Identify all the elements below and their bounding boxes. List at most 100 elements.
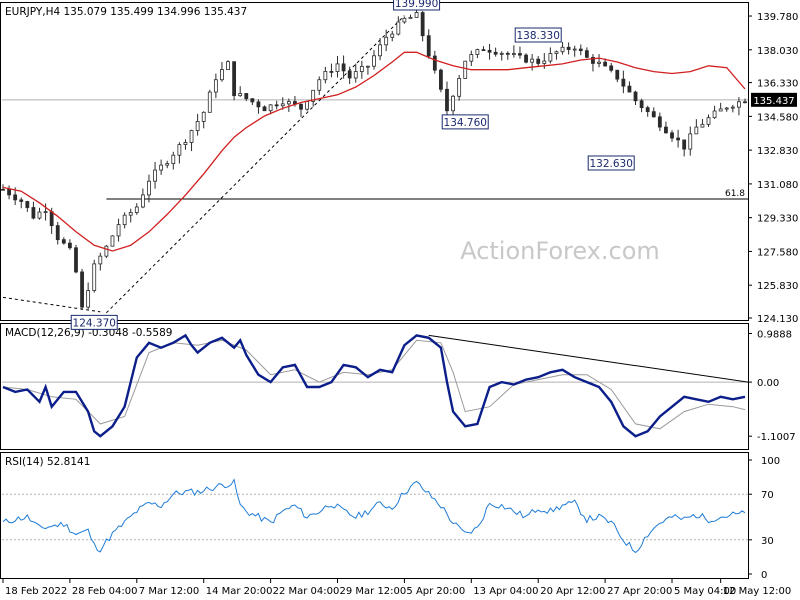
candle-body <box>25 201 30 208</box>
candle-body <box>359 65 364 72</box>
candle-body <box>213 79 218 93</box>
candle-body <box>49 211 54 227</box>
candle-body <box>165 163 170 166</box>
candle-body <box>420 12 425 37</box>
candle-body <box>366 65 370 68</box>
candle-body <box>238 93 243 97</box>
candle-body <box>13 194 18 201</box>
candle-body <box>317 79 322 91</box>
candle-body <box>651 111 656 118</box>
price-annotation-label: 139.990 <box>395 0 438 10</box>
price-ytick-label: 138.030 <box>757 46 798 57</box>
candle-body <box>670 132 674 139</box>
price-ytick-label: 132.830 <box>757 146 798 157</box>
candle-body <box>408 16 413 19</box>
rsi-plot-area: 100 70 30 0 <box>2 456 780 581</box>
time-tick-label: 28 Feb 04:00 <box>72 586 138 597</box>
candle-body <box>232 61 237 97</box>
candle-body <box>621 78 626 87</box>
price-annotation-box <box>393 0 441 11</box>
price-annotation-box <box>514 27 562 43</box>
candle-body <box>220 69 224 81</box>
price-annotation-box <box>587 155 635 171</box>
candle-body <box>457 78 462 97</box>
dashed-trendline-up <box>106 15 405 314</box>
candle-body <box>80 271 84 308</box>
time-tick-label: 18 Feb 2022 <box>5 586 67 597</box>
candle-body <box>584 50 589 58</box>
candle-body <box>572 48 577 51</box>
macd-panel <box>0 323 749 450</box>
macd-trendline <box>428 334 749 383</box>
rsi-panel-title: RSI(14) 52.8141 <box>5 456 90 468</box>
candle-body <box>378 44 382 57</box>
candle-body <box>116 224 121 237</box>
price-panel-title: EURJPY,H4 135.079 135.499 134.996 135.43… <box>5 6 247 18</box>
price-ytick-label: 131.080 <box>757 180 798 191</box>
candle-body <box>688 133 693 150</box>
candle-body <box>609 65 614 71</box>
candle-body <box>128 212 133 216</box>
candle-body <box>451 95 455 112</box>
candle-body <box>445 88 449 112</box>
candle-body <box>323 71 328 81</box>
candle-body <box>86 290 91 308</box>
price-plot-area: 139.780 138.030 136.330 134.580 132.830 131.0… <box>1 0 798 330</box>
candle-body <box>268 104 273 112</box>
candle-body <box>122 214 127 226</box>
ema-line <box>2 51 746 252</box>
candle-body <box>104 245 109 257</box>
dashed-trendline-left <box>2 296 101 313</box>
candle-body <box>262 106 267 112</box>
rsi-ytick-label: 30 <box>761 536 774 547</box>
candle-body <box>518 53 522 56</box>
candle-body <box>530 58 535 63</box>
candle-body <box>639 100 644 109</box>
candle-body <box>353 71 358 79</box>
candle-body <box>153 169 157 182</box>
candle-body <box>718 108 723 112</box>
candle-body <box>578 48 583 52</box>
candle-body <box>615 69 620 80</box>
candle-body <box>627 85 632 93</box>
candle-body <box>311 89 316 102</box>
candle-body <box>372 55 376 67</box>
candle-body <box>414 12 419 18</box>
candle-body <box>700 123 705 128</box>
candle-body <box>432 55 437 71</box>
time-tick-label: 12 May 12:00 <box>723 586 792 597</box>
candle-body <box>554 51 559 54</box>
candle-body <box>682 139 687 150</box>
candle-body <box>737 101 741 108</box>
candle-body <box>201 111 206 122</box>
time-tick-label: 13 Apr 04:00 <box>473 586 538 597</box>
candle-body <box>134 206 139 213</box>
candle-body <box>396 21 401 35</box>
candle-body <box>305 101 309 110</box>
candle-body <box>536 58 541 64</box>
rsi-ytick-label: 0 <box>761 570 767 581</box>
price-annotation-box <box>70 314 118 330</box>
candle-body <box>694 126 699 135</box>
candle-body <box>286 101 291 105</box>
candle-body <box>55 225 60 241</box>
macd-ytick-label: -1.1007 <box>757 432 796 443</box>
macd-plot-area: 0.9888 0.00 -1.1007 <box>2 329 796 443</box>
candle-body <box>664 126 668 134</box>
candle-body <box>171 154 176 164</box>
candle-body <box>633 91 638 102</box>
candle-body <box>68 242 72 249</box>
candle-body <box>475 49 480 55</box>
candle-body <box>469 54 474 62</box>
candle-body <box>43 211 48 214</box>
candle-body <box>657 116 662 128</box>
current-price-tag <box>751 92 797 107</box>
candle-body <box>189 130 194 143</box>
candle-body <box>548 53 553 62</box>
candle-body <box>439 69 443 90</box>
current-price-tag-label: 135.437 <box>753 96 794 107</box>
candle-body <box>597 61 601 64</box>
candle-body <box>299 103 303 110</box>
time-tick-label: 5 Apr 20:00 <box>406 586 465 597</box>
time-tick-label: 27 Apr 20:00 <box>607 586 672 597</box>
